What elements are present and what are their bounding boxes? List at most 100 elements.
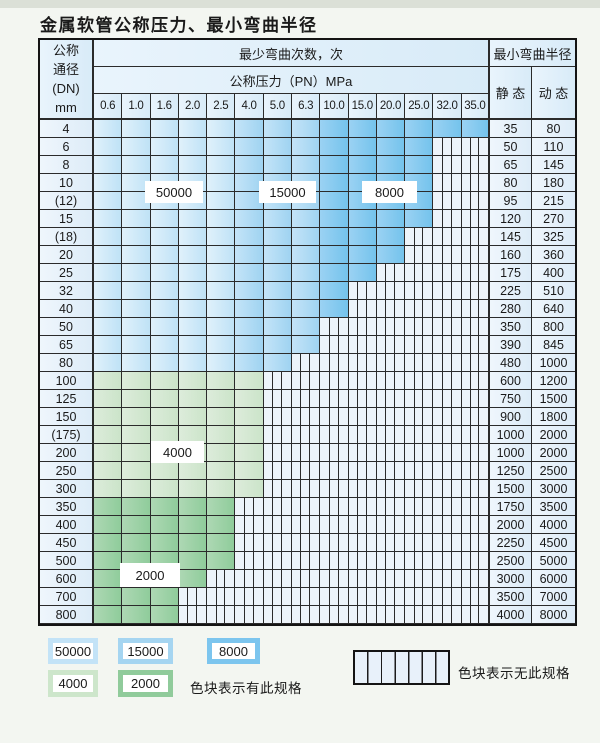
pressure-tick: 0.6 [94, 94, 123, 120]
no-spec-cell [376, 372, 406, 390]
cycle-cell [207, 156, 236, 174]
cycle-cell [405, 210, 434, 228]
cycle-cell [320, 300, 349, 318]
cycle-cell [94, 588, 123, 606]
cycle-cell [150, 462, 179, 480]
cycle-cell [207, 354, 236, 372]
cycle-cell [207, 444, 236, 462]
dynamic-cell: 510 [532, 282, 575, 300]
no-spec-cell [376, 264, 406, 282]
no-spec-cell [263, 372, 292, 390]
cycle-cell [150, 498, 179, 516]
no-spec-cell [461, 264, 490, 282]
no-spec-cell [461, 480, 490, 498]
static-cell: 2500 [490, 552, 532, 570]
no-spec-cell [405, 390, 434, 408]
no-spec-cell [433, 264, 462, 282]
no-spec-cell [292, 498, 321, 516]
cycle-cell [94, 516, 123, 534]
cycle-cell [235, 120, 264, 138]
no-spec-cell [433, 480, 462, 498]
dynamic-cell: 360 [532, 246, 575, 264]
cycle-cell [122, 120, 151, 138]
no-spec-cell [320, 426, 349, 444]
cycle-cell [94, 336, 123, 354]
cycle-cell [178, 408, 208, 426]
no-spec-cell [405, 606, 434, 624]
cycle-cell [320, 174, 349, 192]
static-cell: 600 [490, 372, 532, 390]
no-spec-cell [263, 390, 292, 408]
dn-cell: 40 [40, 300, 94, 318]
no-spec-cell [461, 174, 490, 192]
cycle-cell [207, 498, 236, 516]
no-spec-cell [263, 426, 292, 444]
cycle-cell [292, 318, 321, 336]
no-spec-cell [405, 444, 434, 462]
dynamic-cell: 800 [532, 318, 575, 336]
no-spec-cell [320, 462, 349, 480]
dynamic-cell: 4000 [532, 516, 575, 534]
no-spec-cell [461, 426, 490, 444]
static-cell: 145 [490, 228, 532, 246]
dn-cell: 250 [40, 462, 94, 480]
dn-cell: 32 [40, 282, 94, 300]
dn-cell: (175) [40, 426, 94, 444]
cycle-cell [94, 444, 123, 462]
cycle-cell [178, 282, 208, 300]
no-spec-cell [320, 444, 349, 462]
no-spec-cell [292, 372, 321, 390]
legend-no-spec-box [353, 650, 450, 685]
no-spec-cell [348, 498, 377, 516]
cycle-cell [235, 372, 264, 390]
dn-cell: 15 [40, 210, 94, 228]
dn-cell: 500 [40, 552, 94, 570]
no-spec-cell [292, 390, 321, 408]
dn-cell: 300 [40, 480, 94, 498]
cycle-cell [94, 534, 123, 552]
cycle-cell [122, 318, 151, 336]
cycle-cell [263, 138, 292, 156]
cycle-cell [263, 156, 292, 174]
no-spec-cell [235, 534, 264, 552]
dn-cell: 125 [40, 390, 94, 408]
cycle-cell [263, 210, 292, 228]
cycle-cell [207, 228, 236, 246]
no-spec-cell [235, 588, 264, 606]
pressure-tick: 2.0 [178, 94, 208, 120]
cycle-cell [150, 372, 179, 390]
cycle-cell [235, 336, 264, 354]
cycle-cell [292, 210, 321, 228]
pressure-tick: 1.6 [150, 94, 179, 120]
cycle-cell [263, 228, 292, 246]
static-cell: 80 [490, 174, 532, 192]
pressure-tick: 10.0 [320, 94, 349, 120]
cycle-cell [178, 498, 208, 516]
static-cell: 65 [490, 156, 532, 174]
cycle-cell [320, 264, 349, 282]
no-spec-cell [433, 192, 462, 210]
static-cell: 1000 [490, 426, 532, 444]
dn-cell: 80 [40, 354, 94, 372]
static-cell: 2250 [490, 534, 532, 552]
no-spec-cell [405, 354, 434, 372]
cycle-cell [94, 354, 123, 372]
pressure-tick: 35.0 [461, 94, 490, 120]
no-spec-cell [376, 318, 406, 336]
no-spec-cell [376, 336, 406, 354]
no-spec-cell [405, 282, 434, 300]
no-spec-cell [461, 354, 490, 372]
no-spec-cell [348, 408, 377, 426]
cycle-cell [207, 264, 236, 282]
dynamic-cell: 325 [532, 228, 575, 246]
cycle-cell [207, 246, 236, 264]
cycle-cell [263, 246, 292, 264]
no-spec-cell [320, 372, 349, 390]
static-cell: 480 [490, 354, 532, 372]
static-cell: 1500 [490, 480, 532, 498]
static-cell: 4000 [490, 606, 532, 624]
static-cell: 1000 [490, 444, 532, 462]
no-spec-cell [405, 408, 434, 426]
cycle-cell [207, 516, 236, 534]
no-spec-cell [433, 156, 462, 174]
